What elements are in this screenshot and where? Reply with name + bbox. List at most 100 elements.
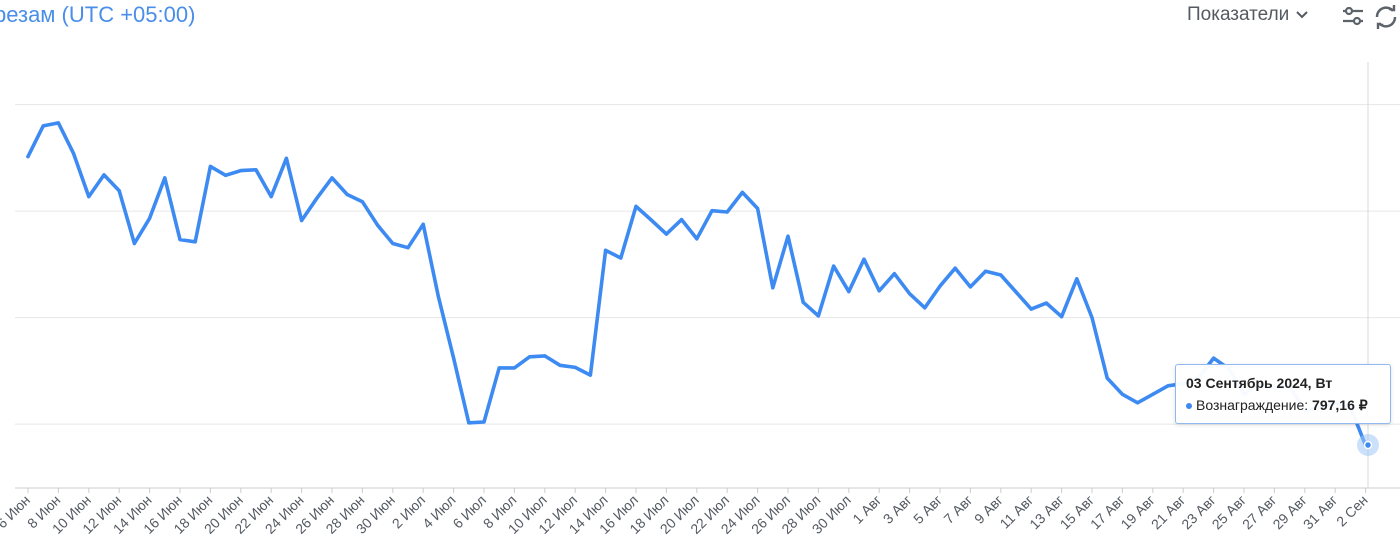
data-point[interactable] [1044, 301, 1048, 305]
tooltip-row: Вознаграждение: 797,16 ₽ [1186, 397, 1390, 414]
data-point[interactable] [148, 216, 152, 220]
data-point[interactable] [330, 176, 334, 180]
x-tick-label: 7 Авг [940, 492, 975, 527]
data-point[interactable] [1029, 307, 1033, 311]
data-point[interactable] [801, 300, 805, 304]
data-point[interactable] [254, 168, 258, 172]
x-tick-label: 5 Авг [910, 492, 945, 527]
data-point[interactable] [968, 285, 973, 289]
data-point[interactable] [376, 223, 380, 227]
data-point[interactable] [786, 234, 790, 238]
hover-point[interactable] [1363, 440, 1373, 450]
data-point[interactable] [543, 354, 547, 358]
data-point[interactable] [284, 156, 288, 160]
data-point[interactable] [695, 237, 699, 241]
series-line [26, 121, 1368, 448]
x-tick-label: 4 Июл [419, 492, 459, 532]
metrics-dropdown-label: Показатели [1187, 4, 1290, 25]
data-point[interactable] [938, 284, 942, 288]
data-point[interactable] [1060, 315, 1064, 319]
data-point[interactable] [923, 306, 927, 310]
data-point[interactable] [756, 206, 760, 211]
data-point[interactable] [634, 204, 638, 208]
x-tick-label: 2 Июл [389, 492, 429, 532]
data-point[interactable] [406, 246, 410, 250]
data-point[interactable] [360, 200, 364, 204]
data-point[interactable] [847, 290, 851, 294]
data-point[interactable] [193, 240, 197, 244]
data-point[interactable] [1212, 356, 1216, 360]
chevron-down-icon [1296, 11, 1309, 19]
data-point[interactable] [208, 164, 212, 168]
data-point[interactable] [999, 273, 1003, 277]
data-point[interactable] [649, 218, 653, 222]
data-point[interactable] [1075, 277, 1079, 281]
data-point[interactable] [1120, 392, 1124, 396]
data-point[interactable] [1014, 290, 1018, 294]
x-tick-label: 3 Авг [880, 492, 915, 527]
data-point[interactable] [224, 173, 228, 177]
data-point[interactable] [178, 238, 182, 242]
x-tick-label: 1 Авг [849, 492, 884, 527]
data-point[interactable] [771, 286, 775, 290]
data-point[interactable] [117, 189, 121, 193]
refresh-icon[interactable] [1372, 4, 1400, 30]
data-point[interactable] [984, 269, 988, 273]
data-point[interactable] [1166, 384, 1170, 388]
data-point[interactable] [315, 196, 319, 200]
data-point[interactable] [619, 256, 623, 260]
data-point[interactable] [467, 421, 471, 425]
metrics-dropdown[interactable]: Показатели [1187, 4, 1309, 26]
data-point[interactable] [102, 173, 106, 177]
data-point[interactable] [892, 272, 897, 276]
data-point[interactable] [816, 314, 821, 318]
data-point[interactable] [740, 190, 745, 194]
data-point[interactable] [163, 176, 167, 180]
data-point[interactable] [877, 289, 881, 293]
data-point[interactable] [725, 210, 729, 214]
data-point[interactable] [436, 295, 440, 299]
data-point[interactable] [588, 373, 593, 377]
report-title: резам (UTC +05:00) [0, 2, 196, 27]
data-point[interactable] [239, 169, 243, 173]
data-point[interactable] [26, 155, 30, 159]
data-point[interactable] [558, 363, 562, 367]
x-tick-label: 6 Июл [449, 492, 489, 532]
data-point[interactable] [1136, 401, 1140, 405]
data-point[interactable] [512, 366, 517, 370]
data-point[interactable] [953, 266, 957, 270]
data-point[interactable] [300, 218, 304, 223]
data-point[interactable] [908, 292, 912, 296]
data-point[interactable] [1090, 316, 1094, 320]
data-point[interactable] [72, 152, 76, 156]
tooltip-series-label: Вознаграждение [1196, 397, 1305, 413]
data-point[interactable] [269, 195, 273, 199]
data-point[interactable] [391, 241, 395, 246]
data-point[interactable] [497, 366, 501, 370]
data-point[interactable] [421, 222, 425, 226]
data-point[interactable] [1105, 376, 1109, 380]
data-point[interactable] [710, 209, 714, 213]
tooltip-value: 797,16 ₽ [1312, 397, 1368, 413]
data-point[interactable] [87, 195, 91, 199]
data-point[interactable] [862, 257, 866, 261]
data-point[interactable] [528, 355, 532, 359]
tooltip-date: 03 Сентябрь 2024, Вт [1186, 375, 1333, 391]
data-point[interactable] [452, 356, 456, 360]
data-point[interactable] [664, 232, 669, 236]
data-point[interactable] [573, 365, 577, 369]
data-point[interactable] [132, 241, 136, 246]
data-point[interactable] [604, 248, 608, 252]
data-point[interactable] [41, 124, 45, 128]
data-point[interactable] [832, 264, 836, 268]
x-tick-label: 2 Сен [1333, 492, 1371, 530]
data-point[interactable] [345, 192, 349, 197]
series-dot-icon [1186, 403, 1192, 410]
settings-sliders-icon[interactable] [1340, 4, 1366, 28]
data-point[interactable] [1151, 392, 1155, 396]
data-point[interactable] [482, 420, 486, 424]
data-point[interactable] [56, 121, 61, 125]
x-tick-label: 31 Авг [1300, 492, 1341, 533]
data-point[interactable] [680, 218, 684, 222]
